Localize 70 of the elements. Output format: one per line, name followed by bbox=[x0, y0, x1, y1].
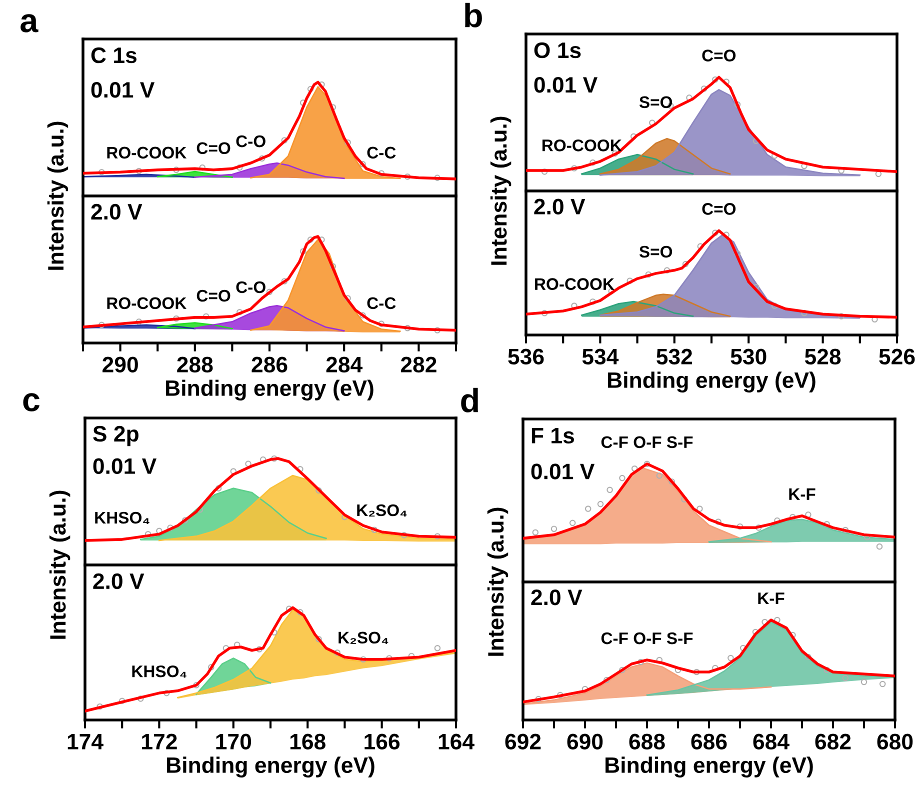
text: S 2p bbox=[93, 426, 138, 446]
annotation: RO-COOK bbox=[535, 278, 614, 290]
x-tick-label: 534 bbox=[582, 348, 619, 365]
x-tick-label: 288 bbox=[177, 356, 213, 373]
annotation: KHSO₄ bbox=[95, 512, 150, 524]
x-tick-label: 688 bbox=[629, 734, 665, 750]
text: 2.0 V bbox=[91, 204, 142, 220]
text: 2.0 V bbox=[534, 198, 586, 215]
x-tick-label: 174 bbox=[68, 734, 104, 750]
x-tick-label: 166 bbox=[364, 734, 400, 750]
annotation: C=O bbox=[702, 50, 736, 62]
annotation: C=O bbox=[196, 142, 230, 154]
x-axis-title: Binding energy (eV) bbox=[166, 380, 374, 400]
chart-title: d bbox=[461, 388, 478, 412]
annotation: C=O bbox=[196, 290, 230, 302]
annotation: 0.01 V bbox=[534, 76, 598, 93]
annotation: C-O bbox=[236, 135, 266, 148]
x-tick-label: 284 bbox=[326, 356, 363, 373]
x-tick-label: 686 bbox=[691, 734, 727, 750]
x-axis-title: Binding energy (eV) bbox=[606, 756, 813, 778]
x-tick-label: 290 bbox=[102, 356, 138, 373]
text: 2.0 V bbox=[531, 589, 582, 606]
text: O 1s bbox=[534, 42, 581, 58]
annotation: S=O bbox=[639, 246, 672, 258]
chart-title: a bbox=[20, 14, 38, 32]
annotation: C-F O-F S-F bbox=[601, 632, 693, 644]
x-tick-label: 168 bbox=[290, 734, 326, 750]
x-tick-label: 282 bbox=[400, 356, 436, 373]
annotation: K-F bbox=[758, 592, 784, 604]
x-tick-label: 170 bbox=[216, 734, 252, 750]
x-tick-label: 526 bbox=[879, 348, 915, 365]
annotation: C-C bbox=[367, 297, 396, 310]
annotation: 0.01 V bbox=[531, 464, 595, 480]
x-tick-label: 164 bbox=[438, 734, 474, 750]
annotation: 0.01 V bbox=[93, 458, 157, 474]
text: C 1s bbox=[91, 47, 136, 64]
annotation: RO-COOK bbox=[107, 146, 187, 159]
x-tick-label: 536 bbox=[508, 348, 544, 365]
x-tick-label: 528 bbox=[804, 348, 841, 365]
x-tick-label: 692 bbox=[505, 734, 541, 750]
x-tick-label: 682 bbox=[815, 734, 851, 750]
x-tick-label: 684 bbox=[753, 734, 790, 750]
annotation: C-C bbox=[367, 146, 396, 159]
x-tick-label: 680 bbox=[877, 734, 913, 750]
annotation: K₂SO₄ bbox=[357, 504, 407, 517]
annotation: C-O bbox=[236, 281, 266, 294]
y-axis-title: Intensity (a.u.) bbox=[49, 490, 70, 639]
x-axis-title: Binding energy (eV) bbox=[167, 756, 374, 778]
x-tick-label: 530 bbox=[730, 348, 766, 365]
annotation: C=O bbox=[702, 203, 736, 215]
y-axis-title: Intensity (a.u.) bbox=[487, 508, 508, 656]
annotation: RO-COOK bbox=[107, 297, 187, 310]
annotation: K₂SO₄ bbox=[338, 632, 388, 644]
text: 2.0 V bbox=[93, 573, 144, 590]
annotation: S=O bbox=[639, 96, 672, 108]
x-tick-label: 286 bbox=[252, 356, 288, 373]
annotation: RO-COOK bbox=[542, 140, 622, 152]
x-axis-title: Binding energy (eV) bbox=[608, 372, 816, 392]
text: F 1s bbox=[532, 428, 574, 444]
chart-title: c bbox=[23, 393, 40, 412]
y-axis-title: Intensity (a.u.) bbox=[47, 122, 68, 270]
chart-title: b bbox=[465, 2, 482, 28]
y-axis-title: Intensity (a.u.) bbox=[490, 116, 512, 265]
x-tick-label: 690 bbox=[567, 734, 603, 750]
annotation: KHSO₄ bbox=[132, 665, 186, 678]
annotation: 0.01 V bbox=[91, 82, 155, 98]
x-tick-label: 172 bbox=[142, 734, 177, 750]
annotation: C-F O-F S-F bbox=[601, 436, 693, 448]
annotation: K-F bbox=[789, 488, 816, 500]
x-tick-label: 532 bbox=[656, 348, 692, 365]
